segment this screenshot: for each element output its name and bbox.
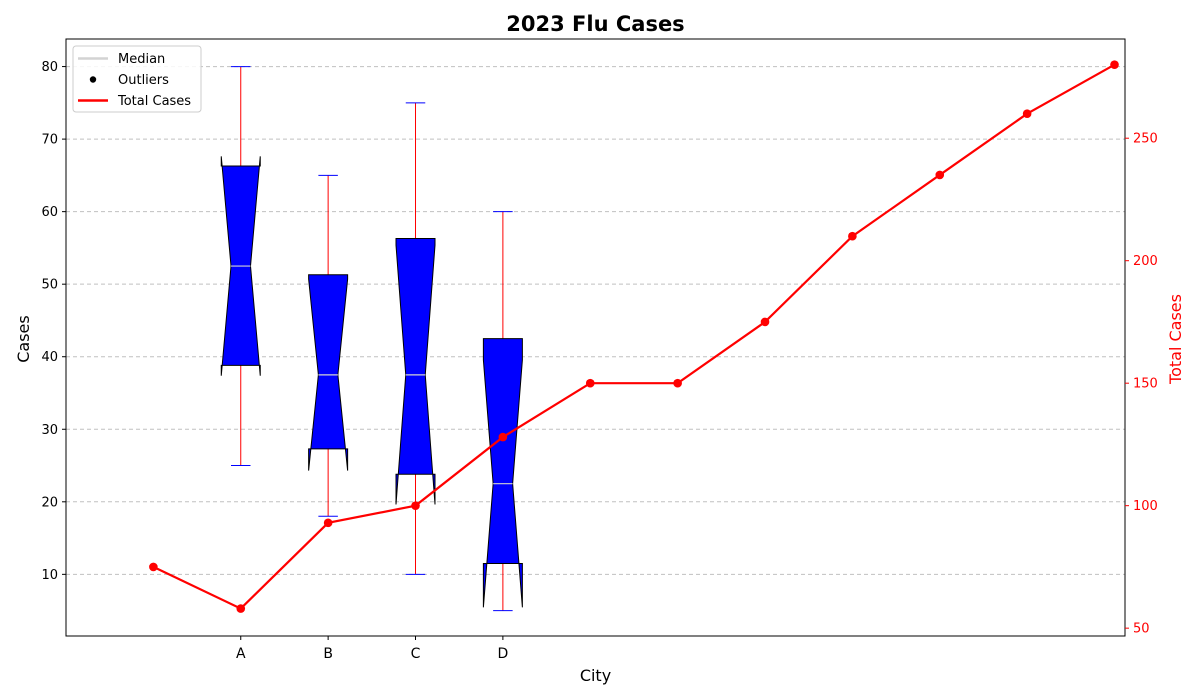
axis-layer: 10 20 30 40 50 60 70 80 50 100 150 200 250 A B C D	[41, 60, 1157, 662]
total-cases-point	[149, 562, 158, 572]
total-cases-point	[498, 432, 508, 442]
total-cases-point	[1022, 109, 1032, 119]
box-plot-layer	[220, 66, 523, 612]
y-tick-label: 20	[41, 495, 58, 510]
box-A	[220, 66, 261, 467]
y-tick-label: 60	[41, 205, 58, 220]
legend-frame	[72, 45, 202, 113]
plot-frame	[65, 38, 1126, 637]
y2-tick-label: 150	[1133, 377, 1158, 392]
y2-tick-label: 250	[1133, 132, 1158, 147]
y2-tick-label: 200	[1133, 254, 1158, 269]
y-axis-label: Cases	[14, 315, 33, 363]
total-cases-point	[585, 378, 595, 388]
total-cases-point	[935, 170, 945, 180]
x-tick-label: A	[236, 646, 246, 662]
notched-box	[308, 274, 349, 471]
total-cases-point	[236, 604, 246, 613]
y-tick-label: 50	[41, 278, 58, 293]
y-tick-label: 10	[41, 568, 58, 583]
total-cases-point	[760, 317, 770, 327]
notched-box	[395, 237, 436, 505]
total-cases-point	[323, 518, 333, 528]
y2-tick-label: 100	[1133, 499, 1158, 514]
box-D	[482, 211, 523, 612]
total-cases-point	[673, 378, 682, 388]
legend: Median Outliers Total Cases	[72, 45, 202, 113]
legend-total-cases-label: Total Cases	[117, 94, 191, 109]
chart-title: 2023 Flu Cases	[506, 12, 684, 36]
total-cases-point	[1110, 60, 1119, 70]
y2-axis-label: Total Cases	[1166, 294, 1185, 385]
total-cases-point	[848, 231, 857, 241]
legend-median-label: Median	[118, 52, 165, 67]
x-tick-label: C	[411, 646, 421, 662]
x-tick-label: D	[497, 646, 508, 662]
x-axis-label: City	[580, 666, 611, 685]
total-cases-point	[411, 501, 420, 510]
legend-outliers-swatch	[89, 76, 97, 83]
x-tick-label: B	[323, 646, 333, 662]
y-tick-label: 30	[41, 423, 58, 438]
y-tick-label: 70	[41, 133, 58, 148]
notched-box	[482, 338, 523, 608]
y2-tick-label: 50	[1133, 622, 1150, 637]
total-cases-line	[152, 63, 1116, 610]
total-cases-line-layer	[149, 60, 1119, 613]
legend-outliers-label: Outliers	[118, 73, 169, 88]
y-tick-label: 40	[41, 350, 58, 365]
y-tick-label: 80	[41, 60, 58, 75]
box-B	[308, 174, 349, 517]
grid-layer	[66, 66, 1125, 575]
box-C	[395, 102, 436, 575]
